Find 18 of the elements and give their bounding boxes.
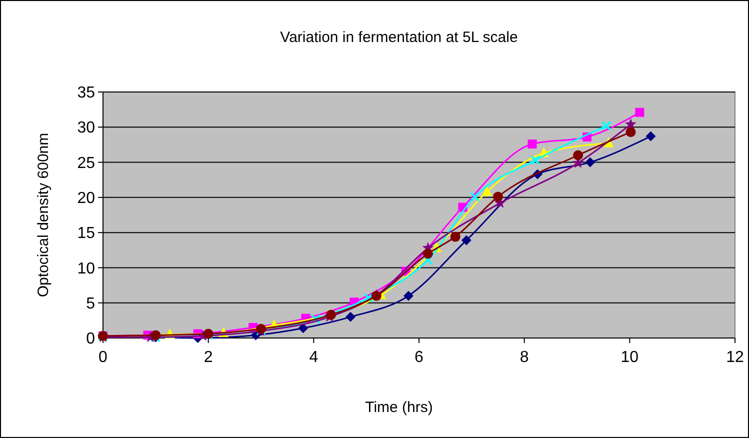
x-tick-label: 4 (309, 349, 318, 366)
x-tick-label: 12 (726, 349, 744, 366)
y-tick-label: 25 (77, 154, 96, 172)
x-axis-title: Time (hrs) (365, 399, 433, 416)
x-tick-label: 10 (620, 349, 639, 366)
y-tick-label: 10 (77, 260, 96, 278)
y-tick-label: 20 (77, 190, 96, 208)
y-tick-label: 5 (86, 295, 96, 312)
y-axis-title: Optocical density 600nm (35, 132, 52, 298)
y-tick-label: 0 (86, 330, 96, 348)
x-tick-label: 2 (204, 349, 213, 366)
y-tick-label: 15 (77, 225, 96, 242)
y-tick-label: 30 (77, 120, 96, 137)
x-tick-label: 0 (98, 349, 108, 366)
y-tick-label: 35 (77, 84, 96, 102)
chart-title: Variation in fermentation at 5L scale (280, 29, 518, 46)
x-tick-label: 6 (414, 349, 424, 366)
x-tick-label: 8 (520, 349, 529, 366)
